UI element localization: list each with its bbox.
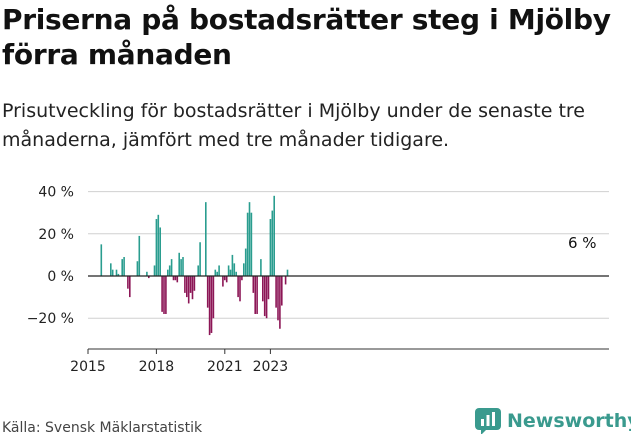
chart-subtitle: Prisutveckling för bostadsrätter i Mjölb… — [2, 100, 585, 151]
bar — [161, 276, 163, 312]
bar — [208, 276, 211, 336]
bar — [260, 259, 262, 276]
x-axis-tick-labels: 2015 2018 2021 2023 — [70, 349, 288, 375]
y-tick-label: 40 % — [38, 185, 74, 201]
bar — [191, 276, 194, 300]
bars — [100, 195, 289, 336]
bar — [281, 276, 283, 306]
bar — [284, 276, 287, 285]
newsworthy-logo-icon — [475, 408, 501, 434]
bar — [277, 276, 279, 321]
x-tick-label: 2023 — [253, 359, 289, 375]
bar — [262, 276, 264, 302]
bar — [193, 276, 196, 291]
bar — [129, 276, 131, 298]
y-tick-label: −20 % — [27, 311, 74, 327]
bar — [180, 259, 182, 276]
x-tick-label: 2021 — [207, 359, 243, 375]
bar — [110, 263, 112, 276]
bar — [250, 212, 253, 276]
bar — [184, 276, 186, 293]
x-tick-label: 2018 — [139, 359, 175, 375]
bar — [267, 276, 270, 300]
bar — [206, 276, 209, 308]
bar — [155, 219, 158, 276]
y-axis-tick-labels: −20 % 0 % 20 % 40 % — [27, 185, 74, 328]
bar — [172, 276, 175, 281]
grid-lines — [88, 191, 609, 319]
bar — [235, 271, 237, 276]
bar — [243, 263, 245, 276]
bar — [222, 276, 224, 287]
bar — [186, 276, 188, 298]
bar — [233, 263, 236, 276]
bar-chart: −20 % 0 % 20 % 40 % 2015 2018 2021 2023 6 % — [27, 185, 609, 375]
bar — [127, 276, 129, 289]
newsworthy-logo: Newsworthy — [475, 408, 631, 434]
bar — [174, 276, 177, 281]
bar — [231, 254, 234, 276]
bar — [168, 265, 171, 276]
bar — [157, 214, 160, 276]
bar — [237, 276, 239, 298]
bar — [252, 276, 255, 293]
bar — [239, 276, 241, 302]
bar — [115, 269, 118, 276]
bar — [176, 276, 179, 283]
bar — [273, 195, 275, 276]
bar — [244, 248, 247, 276]
bar — [148, 276, 150, 279]
bar — [225, 276, 228, 283]
bar — [263, 276, 266, 317]
bar — [246, 212, 249, 276]
bar — [286, 269, 289, 276]
bar — [136, 261, 139, 276]
bar — [178, 252, 180, 276]
bar — [170, 259, 173, 276]
bar — [189, 276, 192, 293]
bar — [256, 276, 258, 314]
bar — [210, 276, 213, 333]
bar — [165, 276, 167, 314]
bar — [146, 271, 148, 276]
bar — [111, 269, 114, 276]
bar — [216, 271, 218, 276]
bar — [248, 202, 251, 276]
bar — [117, 273, 120, 276]
bar — [138, 235, 141, 276]
bar — [187, 276, 190, 304]
bar — [279, 276, 281, 329]
bar — [205, 202, 207, 276]
bar — [269, 219, 272, 276]
bar — [254, 276, 256, 314]
bar — [159, 227, 161, 276]
bar — [214, 269, 217, 276]
y-tick-label: 0 % — [47, 269, 74, 285]
bar — [197, 265, 199, 276]
bar — [224, 276, 226, 281]
bar — [241, 276, 243, 281]
newsworthy-brand-name: Newsworthy — [507, 410, 631, 432]
bar — [218, 265, 220, 276]
y-tick-label: 20 % — [38, 227, 74, 243]
bar — [227, 265, 230, 276]
bar — [121, 259, 123, 276]
source-note: Källa: Svensk Mäklarstatistik — [2, 420, 203, 436]
bar — [212, 276, 215, 319]
bar — [153, 265, 156, 276]
bar — [275, 276, 277, 308]
bar — [265, 276, 268, 319]
x-tick-label: 2015 — [70, 359, 106, 375]
bar — [123, 257, 125, 276]
bar — [167, 269, 169, 276]
bar — [199, 242, 201, 276]
bar — [100, 244, 103, 276]
bar — [271, 210, 274, 276]
bar — [182, 257, 184, 276]
chart-title: Priserna på bostadsrätter steg i Mjölby … — [2, 3, 611, 71]
bar — [229, 269, 232, 276]
bar — [163, 276, 165, 314]
latest-value-annotation: 6 % — [568, 234, 597, 252]
